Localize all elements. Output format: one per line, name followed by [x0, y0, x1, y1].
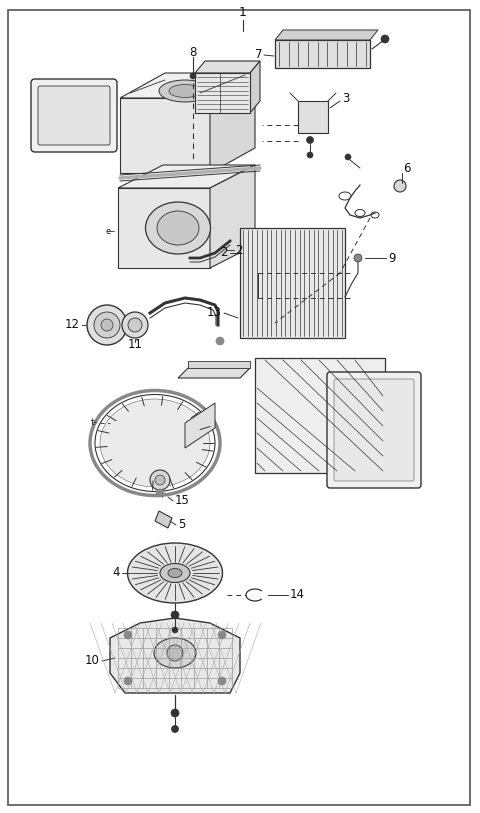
Ellipse shape — [128, 543, 223, 603]
Text: 15: 15 — [175, 494, 190, 507]
FancyBboxPatch shape — [31, 79, 117, 152]
Circle shape — [101, 319, 113, 331]
Circle shape — [218, 631, 226, 639]
FancyBboxPatch shape — [327, 372, 421, 488]
Text: 9: 9 — [388, 251, 396, 264]
Circle shape — [171, 725, 179, 733]
Circle shape — [190, 73, 196, 79]
Polygon shape — [255, 358, 385, 473]
Bar — [240, 228, 345, 338]
Circle shape — [307, 152, 313, 158]
Circle shape — [124, 631, 132, 639]
Text: 13: 13 — [207, 307, 222, 320]
Text: 4: 4 — [112, 567, 120, 580]
Ellipse shape — [154, 638, 196, 668]
Text: 2: 2 — [235, 244, 242, 256]
Polygon shape — [250, 61, 260, 113]
Text: 11: 11 — [128, 338, 143, 351]
Polygon shape — [118, 165, 255, 188]
Bar — [275, 40, 370, 68]
Circle shape — [171, 611, 179, 619]
Circle shape — [124, 677, 132, 685]
Circle shape — [128, 318, 142, 332]
Polygon shape — [120, 73, 255, 98]
Text: 14: 14 — [290, 589, 305, 602]
Circle shape — [155, 475, 165, 485]
Text: 7: 7 — [254, 49, 262, 62]
Ellipse shape — [168, 568, 182, 577]
Circle shape — [345, 154, 351, 160]
Circle shape — [122, 312, 148, 338]
Circle shape — [172, 627, 178, 633]
Ellipse shape — [145, 202, 211, 254]
Text: 1: 1 — [239, 7, 247, 20]
Circle shape — [150, 470, 170, 490]
Circle shape — [394, 180, 406, 192]
Text: t-: t- — [91, 419, 98, 428]
Polygon shape — [178, 368, 250, 378]
Polygon shape — [120, 98, 210, 173]
Polygon shape — [188, 361, 250, 368]
Polygon shape — [195, 61, 260, 73]
Polygon shape — [210, 165, 255, 268]
FancyBboxPatch shape — [334, 379, 414, 481]
Circle shape — [381, 35, 389, 43]
Ellipse shape — [159, 80, 211, 102]
Text: e: e — [106, 227, 110, 236]
Circle shape — [94, 312, 120, 338]
Polygon shape — [210, 73, 255, 173]
Polygon shape — [195, 73, 250, 113]
Ellipse shape — [157, 211, 199, 245]
Ellipse shape — [100, 399, 210, 487]
Text: 10: 10 — [85, 654, 100, 667]
Polygon shape — [155, 511, 172, 528]
Circle shape — [307, 137, 313, 144]
Polygon shape — [118, 188, 210, 268]
Circle shape — [167, 645, 183, 661]
Circle shape — [171, 709, 179, 717]
Polygon shape — [275, 30, 378, 40]
Text: 8: 8 — [189, 46, 197, 59]
Circle shape — [156, 489, 164, 497]
Circle shape — [354, 254, 362, 262]
Polygon shape — [298, 101, 328, 133]
Text: 2: 2 — [220, 246, 228, 259]
Ellipse shape — [160, 563, 190, 582]
Text: 3: 3 — [342, 92, 349, 105]
Text: 12: 12 — [65, 319, 80, 332]
Circle shape — [216, 337, 224, 345]
FancyBboxPatch shape — [38, 86, 110, 145]
Text: 6: 6 — [403, 162, 410, 175]
Polygon shape — [185, 403, 215, 448]
Circle shape — [218, 677, 226, 685]
Polygon shape — [110, 618, 240, 693]
Ellipse shape — [169, 85, 201, 98]
Circle shape — [87, 305, 127, 345]
Text: 5: 5 — [178, 519, 185, 532]
